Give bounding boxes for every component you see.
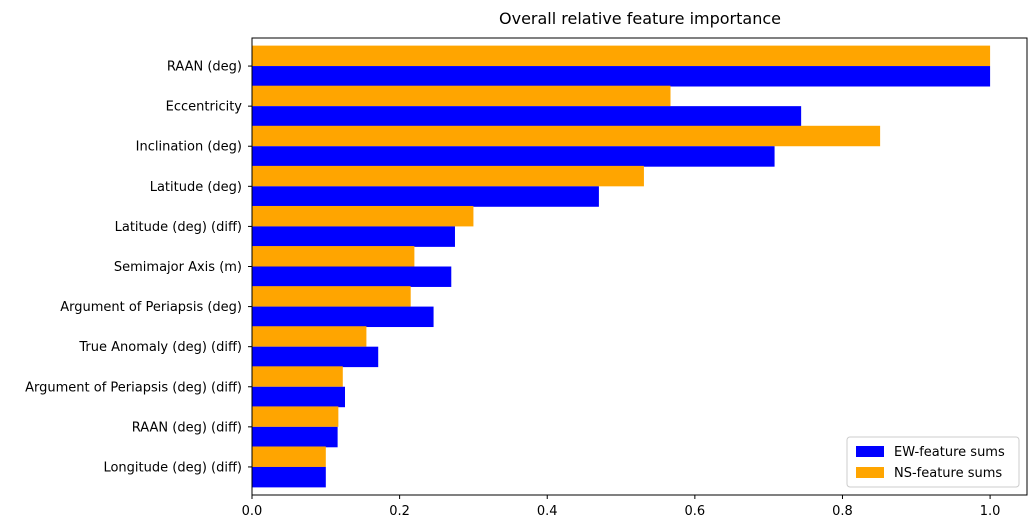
bar-ns-4 [252,205,474,227]
y-tick-label: Longitude (deg) (diff) [103,460,242,475]
y-tick-label: Argument of Periapsis (deg) (diff) [25,380,242,395]
y-tick-label: Inclination (deg) [136,140,242,155]
legend-box [846,436,1020,488]
x-tick-label: 0.6 [685,504,706,519]
bar-ns-10 [252,446,326,467]
y-tick-label: Latitude (deg) [150,180,242,195]
bar-ew-1 [252,106,802,127]
bar-ew-0 [252,66,991,87]
bar-ns-5 [252,246,415,267]
bar-ns-1 [252,85,671,107]
bar-ew-9 [252,426,338,448]
y-tick-label: Latitude (deg) (diff) [115,220,242,235]
bar-ns-7 [252,326,367,347]
legend-label-1: NS-feature sums [894,466,1002,481]
bar-ns-9 [252,406,339,427]
y-tick-label: Eccentricity [166,100,243,115]
plot-frame [251,37,1028,496]
y-tick-label: RAAN (deg) (diff) [132,420,242,435]
y-tick-label: RAAN (deg) [167,60,242,75]
bar-ew-6 [252,306,434,328]
chart-title: Overall relative feature importance [499,9,781,28]
bar-ew-5 [252,266,452,287]
bar-ns-2 [252,125,881,147]
y-axis-ticks: RAAN (deg) Eccentricity Inclination (deg) L… [25,60,252,475]
legend-swatch-1 [856,467,884,478]
bar-ew-8 [252,386,345,408]
x-tick-label: 0.8 [832,504,853,519]
bar-ns-3 [252,165,644,187]
y-tick-label: Semimajor Axis (m) [114,260,242,275]
bar-ew-4 [252,226,455,247]
bar-ew-3 [252,186,599,207]
bar-ns-6 [252,286,411,307]
x-tick-label: 0.0 [242,504,263,519]
legend-label-0: EW-feature sums [894,445,1005,460]
bar-ns-8 [252,366,343,387]
x-tick-label: 1.0 [980,504,1001,519]
bars-layer [252,45,991,488]
x-tick-label: 0.2 [389,504,410,519]
legend-swatch-0 [856,446,884,457]
bar-ew-10 [252,466,326,488]
bar-ew-2 [252,146,775,167]
bar-ns-0 [252,45,991,67]
x-axis-ticks: 0.0 0.2 0.4 0.6 0.8 1.0 [242,495,1001,519]
y-tick-label: True Anomaly (deg) (diff) [78,340,242,355]
x-tick-label: 0.4 [537,504,558,519]
y-tick-label: Argument of Periapsis (deg) [60,300,242,315]
legend: EW-feature sums NS-feature sums [846,436,1020,488]
bar-ew-7 [252,346,379,368]
